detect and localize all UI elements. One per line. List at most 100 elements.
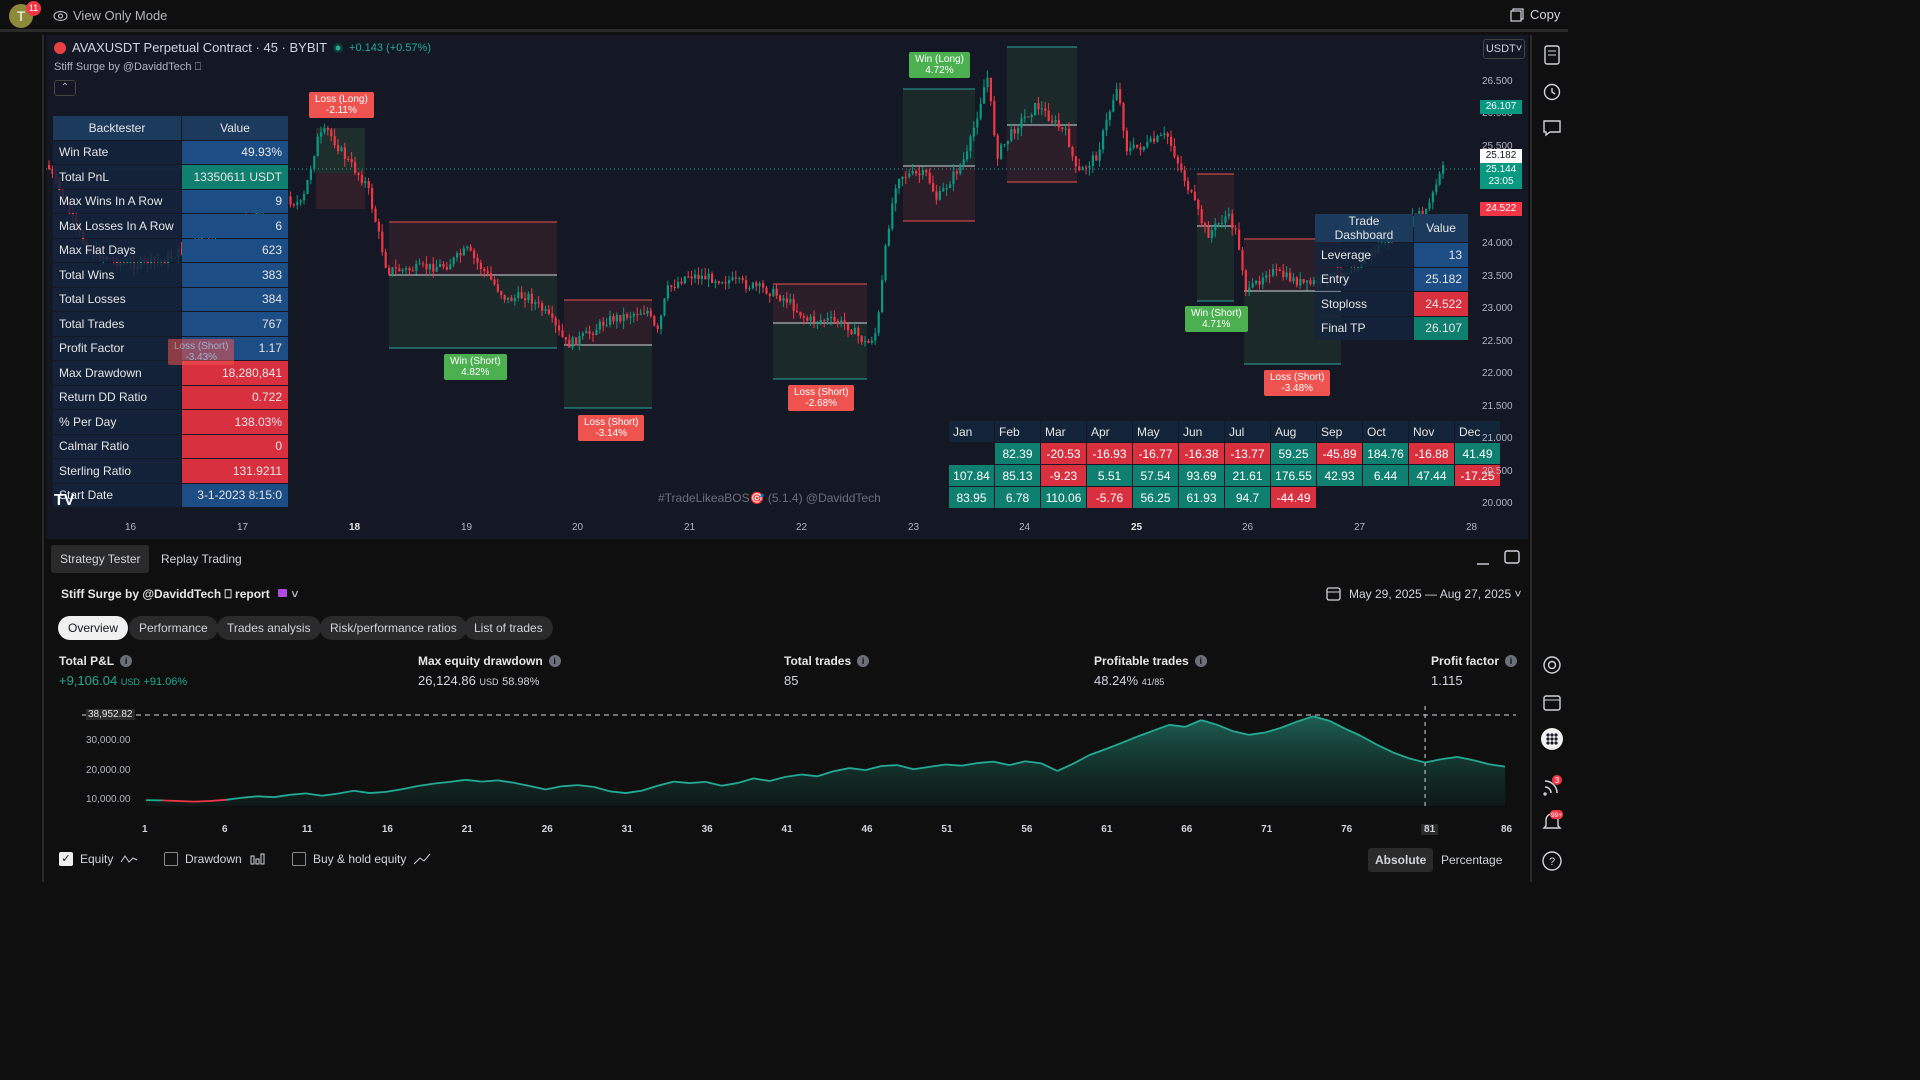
trade-label-percent: -2.11% [325,105,357,116]
price-scale[interactable]: 26.50026.00025.50024.50024.00023.50023.0… [1478,35,1528,539]
collapse-button[interactable]: ⌃ [54,80,76,96]
candle-body [347,158,350,160]
equity-line-segment [929,763,946,768]
symbol-title[interactable]: AVAXUSDT Perpetual Contract · 45 · BYBIT [72,40,328,55]
candle-body [629,316,632,318]
equity-line-segment [593,786,610,793]
tab-strategy-tester[interactable]: Strategy Tester [51,545,150,573]
target-icon[interactable] [1541,654,1563,676]
alarm-clock-icon[interactable] [1541,80,1563,102]
candle-body [1275,269,1278,271]
candle-body [1190,190,1193,192]
candle-body [785,298,788,303]
drawdown-checkbox[interactable]: Drawdown [164,852,265,866]
info-icon[interactable]: i [1194,655,1207,667]
candle-body [1142,146,1145,150]
indicator-title[interactable]: Stiff Surge by @DaviddTech ⎕ [54,61,202,73]
candle-body [1088,165,1091,168]
checkbox-label: Buy & hold equity [313,852,407,866]
info-icon[interactable]: i [548,655,561,667]
candle-body [649,310,652,316]
minimize-icon[interactable] [1476,556,1490,566]
copy-button[interactable]: Copy [1510,7,1560,22]
metric-value: 48.24% [1094,673,1139,688]
apps-grid-icon[interactable] [1541,728,1563,750]
candle-body [1098,149,1101,161]
report-title[interactable]: Stiff Surge by @DaviddTech ⎕ report ˅ [61,587,299,601]
subtab-performance[interactable]: Performance [129,616,218,640]
candle-body [707,273,710,280]
candle-body [962,159,965,165]
month-return-cell: -45.89 [1317,443,1362,464]
candle-body [1289,272,1292,282]
subtab-overview[interactable]: Overview [58,616,129,640]
equity-line-segment [657,780,674,787]
price-tag-tp: 26.107 [1480,100,1522,114]
percentage-toggle[interactable]: Percentage [1441,853,1503,867]
equity-checkbox[interactable]: ✓ Equity [59,852,138,866]
candle-body [432,263,435,272]
date-range-picker[interactable]: May 29, 2025 — Aug 27, 2025 ˅ [1326,586,1521,601]
table-row-label: Max Drawdown [53,361,181,385]
tab-replay-trading[interactable]: Replay Trading [161,552,242,566]
equity-line-segment [577,784,594,788]
checkbox-unchecked[interactable] [164,852,178,866]
trade-label-result: Win (Short) [1191,308,1242,319]
equity-line-segment [961,762,978,767]
broadcast-icon[interactable]: 3 [1541,775,1563,797]
metric-unit: 41/85 [1141,677,1165,687]
equity-line-segment [1249,731,1266,736]
candle-body [826,318,829,321]
equity-chart[interactable] [46,706,1528,841]
candle-body [843,320,846,325]
date-tick: 20 [572,522,584,533]
table-row-label: Profit Factor [53,336,181,360]
equity-area [146,716,1505,806]
trade-label: Loss (Short) -3.48% [1264,370,1331,396]
copy-label: Copy [1530,7,1561,22]
candle-body [547,309,550,314]
notes-icon[interactable] [1541,44,1563,66]
candle-body [728,280,731,284]
equity-line-segment [497,779,514,784]
info-icon[interactable]: i [120,655,133,667]
info-icon[interactable]: i [857,655,870,667]
absolute-toggle[interactable]: Absolute [1368,848,1434,872]
help-icon[interactable]: ? [1541,850,1563,872]
candle-body [51,169,54,174]
candle-body [1234,228,1237,230]
candle-body [483,268,486,272]
equity-line-segment [1009,760,1026,766]
equity-x-tick: 66 [1181,824,1193,835]
equity-line-segment [1408,757,1426,764]
month-return-cell: 6.44 [1363,465,1408,486]
price-chart[interactable]: AVAXUSDT Perpetual Contract · 45 · BYBIT… [46,35,1528,539]
notifications-icon[interactable]: 99+ [1541,810,1563,832]
maximize-icon[interactable] [1504,550,1520,564]
copy-icon [1510,7,1524,22]
subtab-trades-analysis[interactable]: Trades analysis [217,616,321,640]
metric-profitable-trades: Profitable trades i 48.24% 41/85 [1094,654,1207,688]
trade-label-result: Loss (Short) [794,387,849,398]
trade-label: Win (Short) 4.82% [444,354,507,380]
checkbox-checked[interactable]: ✓ [59,852,73,866]
metric-value: +9,106.04 [59,673,118,688]
top-bar: T 11 View Only Mode Copy [0,0,1568,32]
checkbox-unchecked[interactable] [292,852,306,866]
buy-hold-checkbox[interactable]: Buy & hold equity [292,852,431,866]
price-tick: 22.000 [1482,368,1513,379]
subtab-risk-performance[interactable]: Risk/performance ratios [320,616,467,640]
table-row-value: 13350611 USDT [182,165,288,189]
equity-line-segment [289,792,306,796]
candle-body [983,87,986,104]
calendar-icon[interactable] [1541,691,1563,713]
chat-icon[interactable] [1541,117,1563,139]
metric-label: Total trades [784,654,852,668]
currency-selector[interactable]: USDT˅ [1483,39,1525,59]
equity-line-segment [1456,756,1474,761]
candle-body [371,188,374,209]
candle-body [1003,143,1006,145]
candle-body [802,315,805,318]
info-icon[interactable]: i [1505,655,1518,667]
subtab-list-of-trades[interactable]: List of trades [464,616,553,640]
